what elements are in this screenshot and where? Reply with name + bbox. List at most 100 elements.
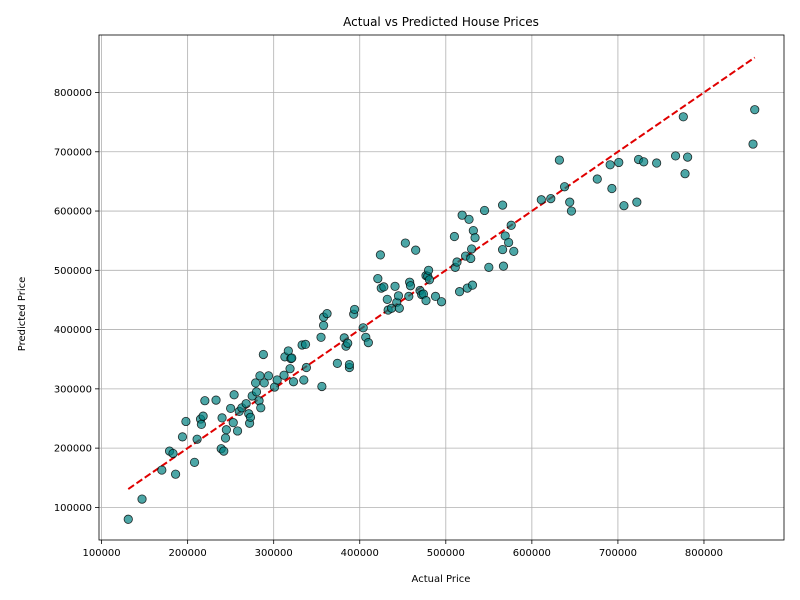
data-point bbox=[379, 282, 389, 292]
data-point bbox=[470, 233, 480, 243]
data-point bbox=[559, 182, 570, 192]
data-point bbox=[181, 416, 191, 427]
data-point bbox=[343, 338, 353, 348]
data-point bbox=[229, 390, 239, 400]
data-point bbox=[316, 332, 326, 342]
data-point bbox=[256, 403, 266, 413]
data-points bbox=[123, 105, 760, 524]
ideal-prediction-line bbox=[127, 56, 756, 490]
data-point bbox=[464, 214, 474, 224]
data-point bbox=[683, 152, 693, 162]
data-point bbox=[639, 157, 649, 167]
data-point bbox=[390, 281, 400, 291]
x-tick-label: 400000 bbox=[341, 548, 379, 559]
data-point bbox=[285, 364, 295, 374]
data-point bbox=[430, 291, 441, 301]
data-point bbox=[479, 205, 490, 216]
data-point bbox=[299, 375, 309, 385]
data-point bbox=[228, 418, 238, 428]
grid bbox=[99, 35, 784, 540]
chart-title: Actual vs Predicted House Prices bbox=[343, 15, 539, 29]
data-point bbox=[632, 197, 642, 207]
data-point bbox=[393, 291, 404, 301]
data-point bbox=[137, 494, 147, 504]
data-point bbox=[287, 353, 297, 363]
data-point bbox=[554, 155, 564, 165]
x-tick-label: 600000 bbox=[513, 548, 551, 559]
data-point bbox=[546, 193, 556, 204]
data-point bbox=[497, 200, 508, 210]
data-point bbox=[232, 426, 243, 436]
data-point bbox=[123, 514, 133, 524]
data-point bbox=[317, 381, 327, 392]
data-point bbox=[322, 308, 332, 319]
data-point bbox=[226, 403, 236, 414]
plot-frame bbox=[98, 34, 785, 541]
y-tick-label: 700000 bbox=[54, 147, 92, 158]
data-point bbox=[421, 295, 431, 306]
data-point bbox=[301, 362, 311, 373]
x-tick-label: 100000 bbox=[82, 548, 120, 559]
data-point bbox=[566, 206, 577, 216]
data-point bbox=[449, 231, 460, 242]
data-point bbox=[259, 378, 269, 388]
data-point bbox=[177, 432, 188, 442]
data-point bbox=[382, 294, 392, 304]
x-tick-label: 300000 bbox=[255, 548, 293, 559]
data-point bbox=[375, 250, 386, 260]
reference-line-layer bbox=[127, 56, 756, 490]
data-point bbox=[189, 457, 200, 467]
data-point bbox=[373, 274, 383, 284]
data-point bbox=[198, 411, 208, 421]
data-point bbox=[498, 261, 509, 271]
data-point bbox=[319, 320, 329, 331]
data-point bbox=[424, 275, 435, 285]
x-tick-label: 800000 bbox=[685, 548, 723, 559]
y-tick-label: 100000 bbox=[54, 503, 92, 514]
data-point bbox=[241, 399, 251, 409]
data-point bbox=[192, 434, 202, 444]
data-point bbox=[436, 297, 447, 307]
x-tick-label: 200000 bbox=[169, 548, 207, 559]
y-tick-label: 400000 bbox=[54, 325, 92, 336]
data-point bbox=[467, 280, 478, 290]
data-point bbox=[452, 257, 462, 267]
data-point bbox=[504, 237, 514, 248]
data-point bbox=[219, 446, 229, 456]
data-point bbox=[614, 157, 624, 168]
data-point bbox=[467, 244, 477, 254]
data-point bbox=[404, 291, 414, 301]
data-point bbox=[245, 412, 256, 422]
y-axis-label: Predicted Price bbox=[17, 277, 28, 352]
data-point bbox=[272, 375, 282, 385]
data-point bbox=[358, 323, 368, 333]
x-tick-label: 700000 bbox=[599, 548, 637, 559]
data-point bbox=[457, 210, 467, 220]
data-point bbox=[506, 220, 516, 230]
data-point bbox=[592, 174, 602, 184]
data-point bbox=[423, 265, 434, 275]
data-point bbox=[680, 169, 690, 179]
data-point bbox=[605, 160, 615, 170]
data-point bbox=[157, 465, 167, 475]
data-point bbox=[509, 246, 519, 256]
x-axis: 100000 200000 300000 400000 500000 600000 7000… bbox=[82, 540, 723, 559]
y-tick-label: 300000 bbox=[54, 384, 92, 395]
data-point bbox=[454, 287, 465, 297]
data-point bbox=[263, 371, 274, 381]
data-point bbox=[211, 395, 221, 405]
data-point bbox=[332, 358, 342, 368]
data-point bbox=[300, 339, 311, 350]
data-point bbox=[750, 105, 760, 115]
data-point bbox=[748, 139, 758, 149]
data-point bbox=[168, 448, 178, 459]
data-point bbox=[411, 245, 421, 255]
y-tick-label: 800000 bbox=[54, 88, 92, 99]
data-point bbox=[607, 183, 617, 194]
x-axis-label: Actual Price bbox=[412, 574, 471, 585]
data-point bbox=[405, 281, 416, 291]
data-point bbox=[497, 244, 508, 255]
data-point bbox=[200, 396, 210, 406]
data-point bbox=[484, 262, 494, 272]
